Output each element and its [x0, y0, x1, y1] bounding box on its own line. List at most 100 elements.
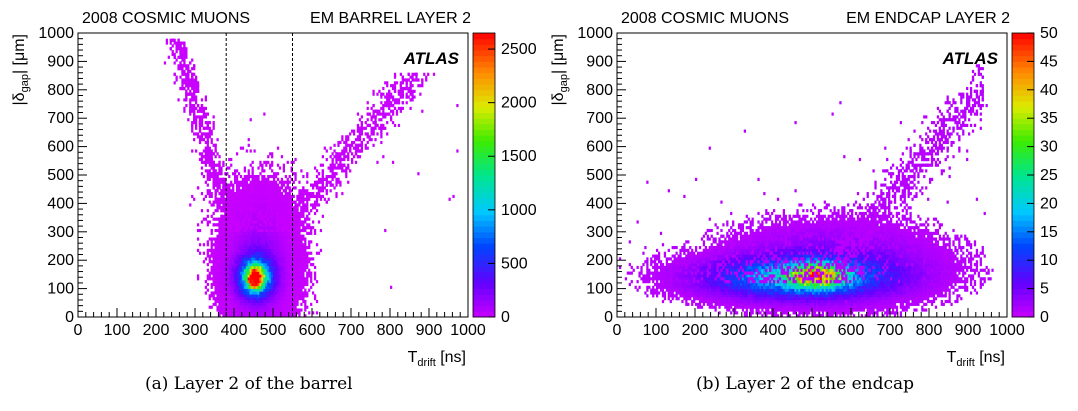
heatmap-cell [239, 180, 243, 184]
heatmap-cell [335, 152, 338, 156]
heatmap-cell [187, 81, 190, 85]
heatmap-cell [298, 277, 301, 281]
heatmap-cell [235, 194, 239, 199]
heatmap-cell [300, 294, 303, 298]
heatmap-cell [282, 203, 285, 207]
heatmap-cell [669, 280, 672, 284]
heatmap-cell [259, 246, 262, 250]
heatmap-cell [728, 268, 731, 272]
heatmap-cell [698, 280, 702, 284]
heatmap-cell [391, 121, 395, 125]
heatmap-cell [234, 192, 237, 196]
heatmap-cell [189, 61, 192, 65]
heatmap-cell [730, 285, 733, 289]
heatmap-cell [302, 251, 305, 255]
heatmap-cell [284, 308, 287, 312]
heatmap-cell [646, 285, 649, 289]
heatmap-cell [263, 220, 266, 224]
heatmap-cell [290, 277, 293, 281]
heatmap-cell [335, 172, 338, 176]
heatmap-cell [218, 200, 221, 204]
heatmap-cell [269, 260, 272, 264]
heatmap-cell [245, 311, 248, 315]
heatmap-cell [195, 149, 198, 153]
heatmap-cell [224, 291, 227, 295]
heatmap-cell [187, 78, 190, 82]
heatmap-cell [235, 297, 239, 301]
heatmap-cell [280, 243, 284, 247]
heatmap-cell [261, 308, 264, 312]
heatmap-cell [224, 189, 227, 193]
heatmap-cell [345, 146, 348, 150]
heatmap-cell [263, 243, 266, 247]
heatmap-cell [253, 194, 256, 199]
heatmap-cell [179, 44, 182, 48]
heatmap-cell [241, 231, 245, 235]
heatmap-cell [255, 257, 258, 261]
heatmap-cell [228, 251, 231, 255]
heatmap-cell [210, 294, 213, 298]
heatmap-cell [689, 246, 692, 250]
heatmap-cell [331, 172, 334, 176]
heatmap-cell [292, 234, 295, 238]
heatmap-cell [276, 192, 280, 196]
heatmap-cell [237, 223, 241, 227]
heatmap-cell [226, 243, 229, 247]
heatmap-cell [259, 288, 262, 292]
heatmap-cell [306, 254, 309, 258]
heatmap-cell [360, 143, 363, 147]
heatmap-cell [271, 155, 274, 159]
heatmap-cell [224, 237, 227, 241]
heatmap-cell [271, 265, 274, 270]
heatmap-cell [247, 240, 250, 244]
heatmap-cell [310, 203, 313, 207]
heatmap-cell [409, 86, 412, 91]
heatmap-cell [278, 226, 282, 230]
heatmap-cell [216, 248, 219, 252]
heatmap-cell [210, 265, 213, 270]
heatmap-cell [239, 271, 243, 275]
heatmap-cell [267, 192, 270, 196]
heatmap-cell [693, 251, 696, 255]
heatmap-cell [280, 254, 284, 258]
heatmap-cell [302, 285, 305, 289]
heatmap-cell [278, 305, 282, 309]
heatmap-cell [204, 155, 207, 159]
heatmap-cell [282, 282, 285, 287]
heatmap-cell [405, 84, 408, 88]
heatmap-cell [728, 265, 731, 270]
heatmap-cell [237, 251, 241, 255]
heatmap-cell [271, 305, 274, 309]
heatmap-cell [278, 251, 282, 255]
heatmap-cell [235, 234, 239, 238]
heatmap-cell [224, 180, 227, 184]
heatmap-cell [718, 277, 721, 281]
heatmap-cell [230, 234, 233, 238]
heatmap-cell [234, 214, 237, 218]
heatmap-cell [374, 109, 377, 113]
heatmap-cell [710, 291, 713, 295]
heatmap-cell [243, 166, 246, 170]
heatmap-cell [356, 149, 360, 153]
heatmap-cell [214, 297, 217, 301]
heatmap-cell [689, 294, 692, 298]
heatmap-cell [232, 214, 235, 218]
heatmap-cell [317, 180, 321, 184]
heatmap-cell [265, 277, 268, 281]
heatmap-cell [271, 217, 274, 221]
heatmap-cell [251, 302, 254, 306]
heatmap-cell [656, 274, 659, 278]
heatmap-cell [265, 214, 268, 218]
heatmap-cell [245, 177, 248, 181]
heatmap-cell [292, 186, 295, 190]
heatmap-cell [405, 101, 408, 105]
heatmap-cell [265, 200, 268, 204]
heatmap-cell [251, 314, 254, 318]
heatmap-cell [185, 72, 188, 76]
heatmap-cell [368, 123, 371, 128]
heatmap-cell [212, 152, 215, 156]
heatmap-cell [329, 180, 332, 184]
heatmap-cell [308, 271, 311, 275]
heatmap-cell [220, 209, 223, 213]
heatmap-cell [304, 257, 307, 261]
